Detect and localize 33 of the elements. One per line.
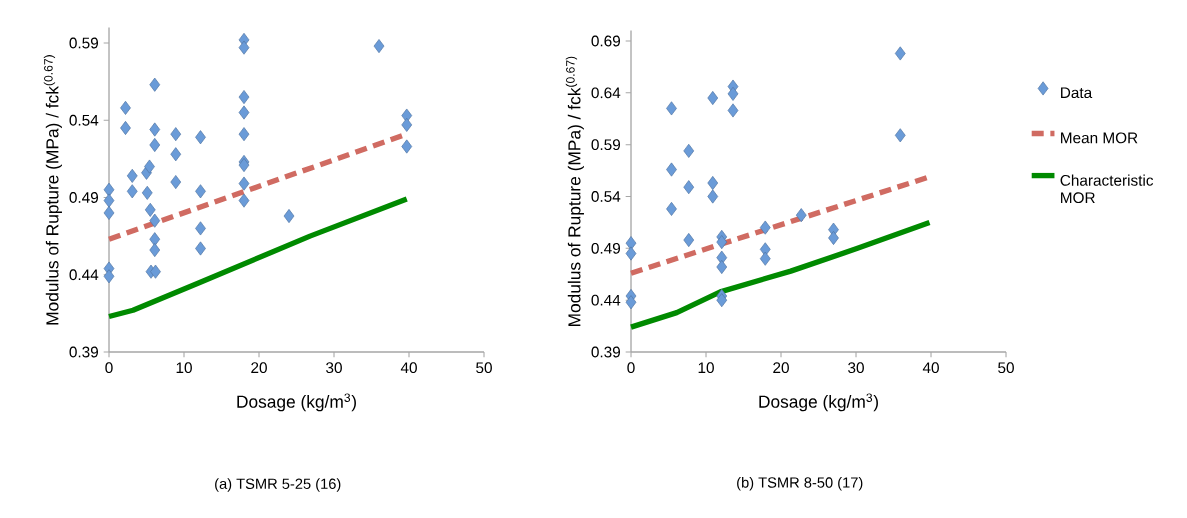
y-tick-label: 0.59 [69, 37, 99, 49]
y-tick-label: 0.44 [69, 269, 99, 281]
y-tick-label: 0.44 [591, 294, 621, 306]
y-axis-title: Modulus of Rupture (MPa) / fck$^{(0.67)}$ [565, 56, 584, 327]
y-tick-label: 0.39 [591, 346, 621, 358]
x-tick-label: 40 [922, 362, 939, 374]
y-tick-label: 0.49 [69, 192, 99, 203]
y-tick-label: 0.39 [69, 346, 99, 358]
x-tick-label: 20 [251, 362, 267, 374]
y-tick-label: 0.49 [591, 242, 621, 254]
legend-label: Characteristic MOR [1060, 174, 1154, 204]
x-tick-label: 10 [176, 362, 192, 374]
y-tick-label: 0.59 [591, 139, 621, 151]
x-tick-label: 50 [998, 362, 1014, 374]
y-tick-label: 0.69 [591, 35, 621, 47]
text: (a) TSMR 5-25 (16) [215, 478, 341, 492]
x-axis-title: Dosage (kg/m$^{3}$) [237, 393, 356, 412]
y-tick-label: 0.54 [69, 114, 99, 126]
legend-label: Data [1061, 87, 1093, 99]
x-tick-label: 40 [400, 362, 417, 374]
y-axis-title: Modulus of Rupture (MPa) / fck$^{(0.67)}$ [43, 55, 62, 325]
x-tick-label: 30 [326, 362, 342, 374]
x-axis-title: Dosage (kg/m$^{3}$) [759, 393, 878, 412]
x-tick-label: 10 [698, 362, 714, 374]
text: (b) TSMR 8-50 (17) [737, 476, 863, 491]
x-tick-label: 0 [627, 362, 635, 374]
x-tick-label: 20 [773, 362, 789, 374]
legend-label: Mean MOR [1061, 132, 1138, 144]
x-tick-label: 0 [105, 362, 113, 374]
x-tick-label: 50 [476, 362, 492, 374]
y-tick-label: 0.54 [591, 191, 621, 202]
y-tick-label: 0.64 [591, 87, 621, 99]
x-tick-label: 30 [848, 362, 864, 374]
